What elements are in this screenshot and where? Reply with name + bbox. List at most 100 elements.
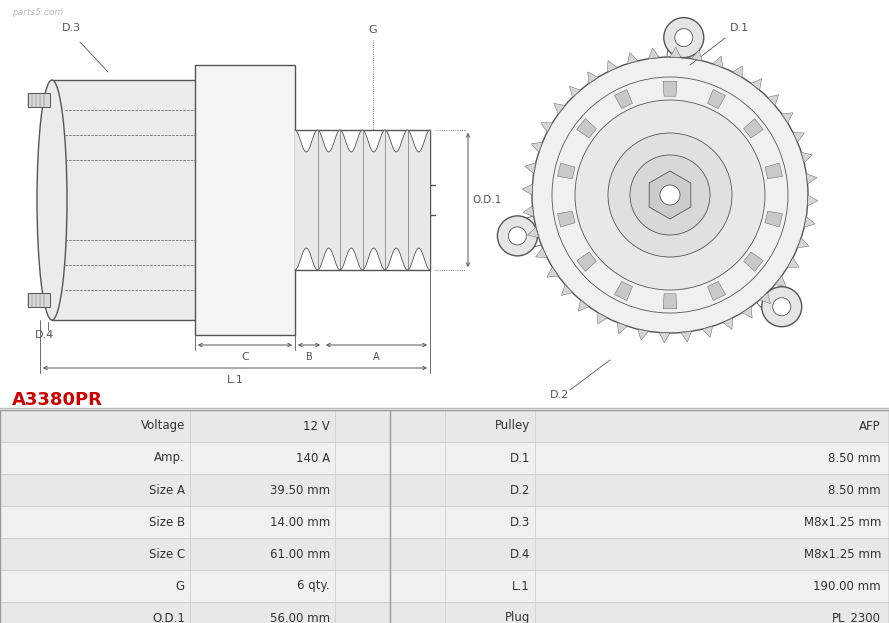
- Bar: [0, 570, 889, 602]
- Polygon shape: [523, 206, 533, 217]
- Polygon shape: [561, 285, 573, 295]
- Polygon shape: [547, 267, 558, 277]
- Polygon shape: [708, 282, 725, 300]
- Polygon shape: [649, 171, 691, 219]
- Polygon shape: [723, 318, 733, 330]
- Ellipse shape: [37, 80, 67, 320]
- Polygon shape: [733, 66, 742, 77]
- Text: G: G: [176, 579, 185, 592]
- Text: D.4: D.4: [509, 548, 530, 561]
- Polygon shape: [570, 87, 581, 97]
- Bar: [195, 65, 295, 335]
- Polygon shape: [708, 90, 725, 108]
- Polygon shape: [637, 329, 648, 340]
- Polygon shape: [525, 163, 536, 173]
- Polygon shape: [527, 227, 539, 237]
- Text: 39.50 mm: 39.50 mm: [270, 483, 330, 497]
- Bar: [0, 442, 889, 474]
- Polygon shape: [577, 119, 597, 138]
- Text: AFP: AFP: [860, 419, 881, 432]
- Polygon shape: [663, 294, 677, 309]
- Text: 6 qty.: 6 qty.: [298, 579, 330, 592]
- Text: 61.00 mm: 61.00 mm: [269, 548, 330, 561]
- Text: L.1: L.1: [227, 375, 244, 385]
- Circle shape: [630, 155, 710, 235]
- Bar: [0, 506, 889, 538]
- Text: B: B: [306, 352, 312, 362]
- Polygon shape: [775, 276, 786, 287]
- Text: Amp.: Amp.: [155, 452, 185, 465]
- Text: 12 V: 12 V: [303, 419, 330, 432]
- Polygon shape: [579, 300, 589, 312]
- Text: PL_2300: PL_2300: [832, 612, 881, 623]
- Text: Size A: Size A: [149, 483, 185, 497]
- Text: D.3: D.3: [62, 23, 81, 33]
- Circle shape: [675, 29, 693, 47]
- Polygon shape: [681, 331, 692, 342]
- Text: parts5.com: parts5.com: [12, 8, 63, 17]
- Polygon shape: [659, 333, 670, 343]
- Text: Voltage: Voltage: [140, 419, 185, 432]
- Text: D.1: D.1: [509, 452, 530, 465]
- Polygon shape: [557, 211, 575, 227]
- Circle shape: [608, 133, 732, 257]
- Polygon shape: [577, 252, 597, 271]
- Polygon shape: [670, 47, 681, 57]
- Circle shape: [575, 100, 765, 290]
- Bar: [0, 538, 889, 570]
- Polygon shape: [614, 90, 632, 108]
- Text: Size C: Size C: [148, 548, 185, 561]
- Circle shape: [773, 298, 790, 316]
- Polygon shape: [759, 293, 771, 303]
- Bar: [0, 602, 889, 623]
- Text: O.D.1: O.D.1: [152, 612, 185, 623]
- Polygon shape: [295, 130, 430, 270]
- Text: D.2: D.2: [509, 483, 530, 497]
- Circle shape: [664, 17, 704, 57]
- Text: A: A: [373, 352, 380, 362]
- Polygon shape: [648, 48, 659, 59]
- Circle shape: [660, 185, 680, 205]
- Polygon shape: [597, 313, 607, 324]
- Bar: [28, 93, 50, 107]
- Polygon shape: [628, 52, 637, 64]
- Circle shape: [497, 216, 537, 256]
- Circle shape: [532, 57, 808, 333]
- Polygon shape: [713, 56, 723, 67]
- Text: 56.00 mm: 56.00 mm: [270, 612, 330, 623]
- Text: C: C: [241, 352, 249, 362]
- Polygon shape: [765, 211, 782, 227]
- Text: Plug: Plug: [505, 612, 530, 623]
- Polygon shape: [588, 72, 598, 83]
- Bar: [28, 293, 50, 307]
- Polygon shape: [801, 153, 813, 163]
- Text: Pulley: Pulley: [495, 419, 530, 432]
- Text: 140 A: 140 A: [296, 452, 330, 465]
- Text: D.3: D.3: [509, 515, 530, 528]
- Text: 8.50 mm: 8.50 mm: [829, 483, 881, 497]
- Text: 14.00 mm: 14.00 mm: [269, 515, 330, 528]
- Polygon shape: [743, 119, 764, 138]
- Polygon shape: [607, 60, 617, 72]
- Polygon shape: [807, 195, 818, 206]
- Polygon shape: [702, 326, 713, 338]
- Circle shape: [509, 227, 526, 245]
- Polygon shape: [554, 103, 565, 114]
- Polygon shape: [806, 173, 817, 184]
- Text: Size B: Size B: [148, 515, 185, 528]
- Text: 8.50 mm: 8.50 mm: [829, 452, 881, 465]
- Polygon shape: [742, 307, 752, 318]
- Polygon shape: [557, 163, 575, 179]
- Polygon shape: [805, 217, 815, 227]
- Polygon shape: [531, 142, 542, 153]
- Polygon shape: [692, 50, 702, 61]
- Polygon shape: [788, 258, 799, 267]
- Polygon shape: [765, 163, 782, 179]
- Polygon shape: [797, 237, 809, 248]
- Polygon shape: [751, 78, 762, 90]
- Polygon shape: [541, 123, 552, 132]
- Text: O.D.1: O.D.1: [472, 195, 501, 205]
- Polygon shape: [522, 184, 533, 195]
- Polygon shape: [663, 81, 677, 96]
- Text: G: G: [368, 25, 377, 35]
